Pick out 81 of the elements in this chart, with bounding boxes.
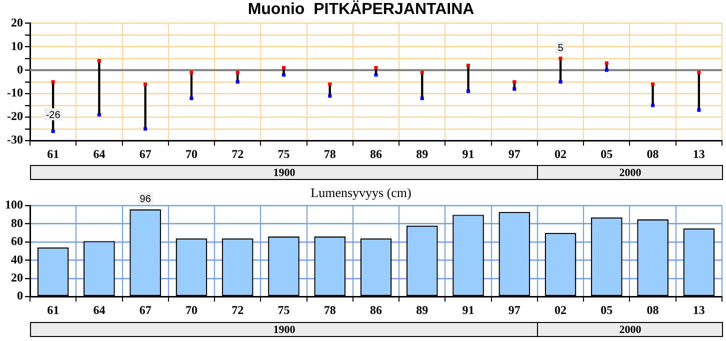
- point: [604, 61, 608, 65]
- x-tick-label: 08: [646, 146, 659, 161]
- text: 2000: [537, 165, 723, 180]
- text: 1900: [30, 322, 538, 337]
- y-tick-label: 100: [5, 198, 23, 212]
- y-tick-label: 20: [11, 270, 23, 284]
- y-tick-label: 10: [11, 38, 23, 53]
- annotation: 96: [140, 194, 152, 205]
- y-tick-label: 80: [11, 216, 23, 230]
- x-tick-label: 86: [370, 146, 382, 161]
- point: [651, 104, 655, 108]
- x-tick-label: 64: [93, 302, 106, 317]
- x-tick-label: 97: [508, 302, 520, 317]
- x-tick-label: 02: [554, 302, 567, 317]
- x-tick-label: 97: [508, 146, 520, 161]
- y-tick-label: -20: [7, 109, 23, 124]
- point: [328, 82, 332, 86]
- x-tick-label: 91: [462, 302, 474, 317]
- x-tick-label: 02: [554, 146, 567, 161]
- point: [51, 80, 55, 84]
- x-tick-label: 70: [185, 302, 198, 317]
- x-tick-label: 08: [646, 302, 659, 317]
- x-tick-label: 78: [324, 146, 336, 161]
- y-tick-label: -30: [7, 132, 23, 147]
- point: [97, 113, 101, 117]
- x-tick-label: 64: [93, 146, 106, 161]
- chart-title: Muonio PITKÄPERJANTAINA: [248, 0, 475, 18]
- point: [282, 73, 286, 77]
- point: [651, 82, 655, 86]
- y-tick-label: 20: [11, 15, 23, 30]
- point: [236, 80, 240, 84]
- x-tick-label: 05: [600, 146, 613, 161]
- point: [466, 64, 470, 68]
- point: [420, 96, 424, 100]
- point: [190, 70, 194, 74]
- y-tick-label: 0: [17, 288, 23, 303]
- x-tick-label: 13: [692, 302, 705, 317]
- point: [282, 66, 286, 70]
- x-tick-label: 67: [139, 302, 152, 317]
- x-tick-label: 67: [139, 146, 152, 161]
- x-tick-label: 75: [278, 146, 290, 161]
- x-tick-label: 91: [462, 146, 474, 161]
- point: [374, 73, 378, 77]
- point: [604, 68, 608, 72]
- point: [144, 82, 148, 86]
- annotation: -26: [46, 110, 61, 121]
- chart-title: Lumensyvyys (cm): [310, 185, 412, 200]
- x-tick-label: 75: [278, 302, 290, 317]
- x-tick-label: 61: [47, 302, 60, 317]
- point: [328, 94, 332, 98]
- y-tick-label: -10: [7, 86, 23, 100]
- point: [697, 70, 701, 74]
- point: [558, 80, 562, 84]
- text: 1900: [30, 165, 538, 180]
- text: 2000: [537, 322, 723, 337]
- x-tick-label: 89: [416, 146, 428, 161]
- point: [144, 127, 148, 131]
- point: [236, 70, 240, 74]
- y-tick-label: 60: [11, 234, 23, 248]
- point: [420, 70, 424, 74]
- point: [190, 96, 194, 100]
- x-tick-label: 72: [232, 146, 244, 161]
- x-tick-label: 89: [416, 302, 428, 317]
- point: [512, 87, 516, 91]
- y-tick-label: 0: [17, 62, 23, 76]
- point: [558, 56, 562, 60]
- x-tick-label: 13: [692, 146, 705, 161]
- point: [512, 80, 516, 84]
- point: [97, 59, 101, 63]
- point: [374, 66, 378, 70]
- x-tick-label: 70: [185, 146, 198, 161]
- x-tick-label: 72: [232, 302, 244, 317]
- point: [697, 108, 701, 112]
- point: [466, 90, 470, 94]
- y-tick-label: 40: [11, 252, 23, 266]
- point: [51, 129, 55, 133]
- x-tick-label: 86: [370, 302, 382, 317]
- annotation: 5: [558, 43, 564, 54]
- x-tick-label: 05: [600, 302, 613, 317]
- x-tick-label: 78: [324, 302, 336, 317]
- x-tick-label: 61: [47, 146, 60, 161]
